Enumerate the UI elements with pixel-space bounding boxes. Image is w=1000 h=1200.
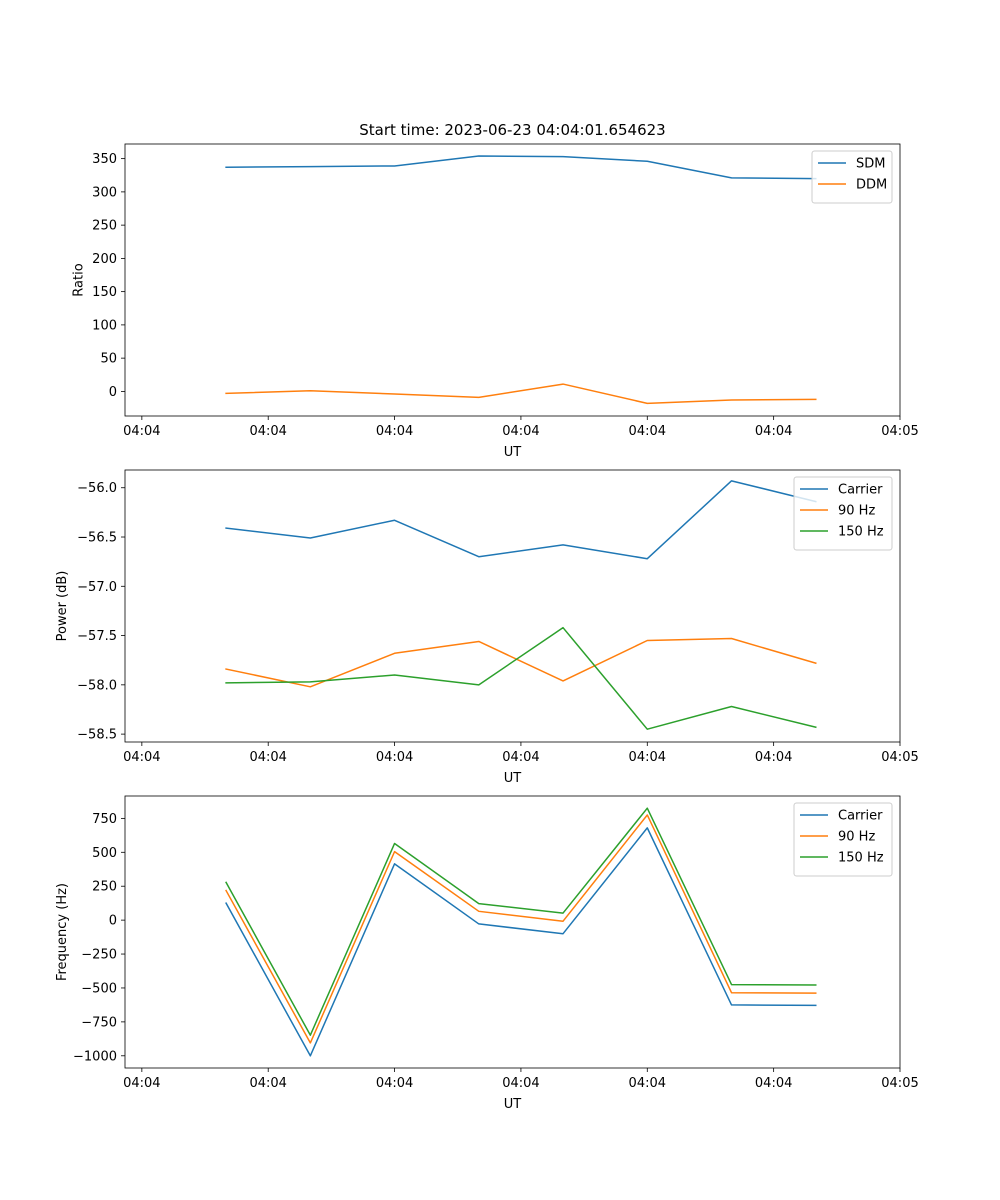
series-line-0-1 [225,383,817,405]
x-tick-label: 04:04 [755,1076,792,1091]
subplot-power: 04:04 04:04 04:04 04:04 04:04 04:04 04:05 −58.5… [55,469,919,786]
series-line-1-2 [225,626,817,730]
y-tick-label: 250 [92,219,117,234]
y-tick-label: 350 [92,152,117,167]
series-line-0-0 [225,155,817,180]
y-tick-label: 0 [109,385,117,400]
y-tick-label: −1000 [73,1049,117,1064]
y-tick-label: −750 [81,1015,117,1030]
y-tick-label: 150 [92,285,117,300]
legend-label: 90 Hz [838,504,875,519]
legend: Carrier 90 Hz 150 Hz [793,802,893,877]
y-tick-label: −56.0 [77,481,117,496]
legend-label: 90 Hz [838,830,875,845]
y-tick-label: −56.5 [77,531,117,546]
x-tick-label: 04:04 [629,750,666,765]
x-tick-label: 04:04 [123,1076,160,1091]
series-line-2-1 [225,814,817,1044]
axes-frame [124,795,901,1069]
legend-label: DDM [856,178,887,193]
legend-label: SDM [856,157,885,172]
legend-box [811,150,893,204]
axes-frame [124,143,901,417]
x-tick-label: 04:04 [502,750,539,765]
y-tick-label: 750 [92,812,117,827]
y-tick-label: 300 [92,185,117,200]
x-tick-label: 04:04 [249,1076,286,1091]
y-tick-label: −58.5 [77,728,117,743]
x-tick-label: 04:05 [881,750,918,765]
x-tick-label: 04:04 [629,424,666,439]
x-tick-label: 04:04 [502,1076,539,1091]
x-tick-label: 04:05 [881,424,918,439]
x-tick-label: 04:04 [755,424,792,439]
x-tick-label: 04:04 [502,424,539,439]
y-tick-label: −58.0 [77,678,117,693]
x-tick-label: 04:04 [376,1076,413,1091]
subplot-ratio: 04:04 04:04 04:04 04:04 04:04 04:04 04:05 0 50 10… [71,143,919,460]
y-axis-label: Ratio [71,263,86,296]
series-line-1-0 [225,480,817,560]
y-tick-label: −250 [81,948,117,963]
x-tick-label: 04:04 [123,750,160,765]
series-line-2-2 [225,807,817,1036]
legend-label: Carrier [838,483,883,498]
y-tick-label: −57.0 [77,580,117,595]
y-tick-label: −500 [81,981,117,996]
legend: SDM DDM [811,150,893,204]
y-tick-label: 50 [100,352,117,367]
y-tick-label: 0 [109,914,117,929]
figure-title: Start time: 2023-06-23 04:04:01.654623 [359,121,665,139]
x-tick-label: 04:04 [755,750,792,765]
x-tick-label: 04:04 [249,424,286,439]
x-tick-label: 04:04 [376,424,413,439]
y-tick-label: 500 [92,846,117,861]
legend-label: 150 Hz [838,851,884,866]
y-tick-label: 100 [92,318,117,333]
legend: Carrier 90 Hz 150 Hz [793,476,893,551]
x-axis-label: UT [504,771,522,786]
x-tick-label: 04:04 [629,1076,666,1091]
legend-label: Carrier [838,809,883,824]
y-tick-label: 250 [92,880,117,895]
x-tick-label: 04:04 [376,750,413,765]
x-tick-label: 04:04 [123,424,160,439]
x-axis-label: UT [504,445,522,460]
x-tick-label: 04:04 [249,750,286,765]
y-tick-label: 200 [92,252,117,267]
axes-frame [124,469,901,743]
y-axis-label: Frequency (Hz) [55,883,70,981]
legend-label: 150 Hz [838,525,884,540]
subplot-frequency: 04:04 04:04 04:04 04:04 04:04 04:04 04:05 −1000… [55,795,919,1112]
series-line-2-0 [225,827,817,1057]
y-tick-label: −57.5 [77,629,117,644]
x-axis-label: UT [504,1097,522,1112]
y-axis-label: Power (dB) [55,571,70,642]
x-tick-label: 04:05 [881,1076,918,1091]
